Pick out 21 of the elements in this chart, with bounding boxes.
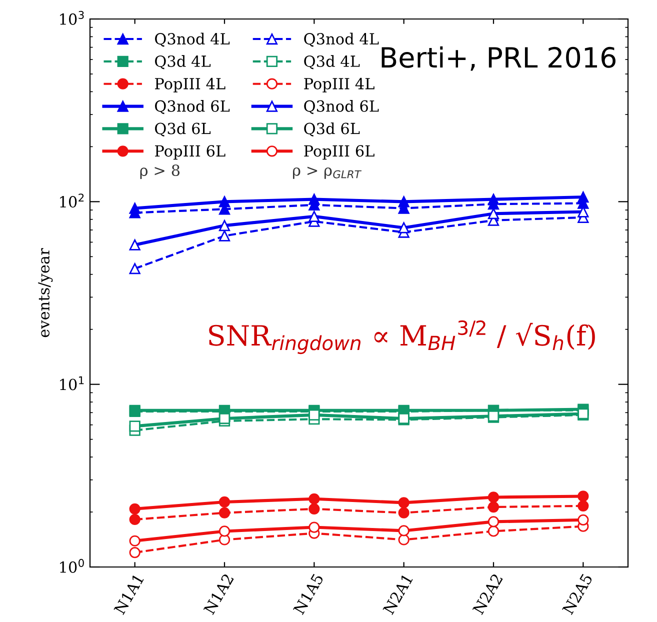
- annotation: SNR$_{ringdown}$ ∝ M$_{BH}$$^{3/2}$ / √S$_{h}$(f): [209, 320, 595, 354]
- legend-label: Q3nod 6L: [304, 100, 379, 114]
- legend-label: Q3d 4L: [155, 55, 211, 70]
- legend-label: PopIII 6L: [304, 145, 374, 160]
- y-tick-label: 10$^{3}$: [60, 10, 84, 25]
- y-tick-label: 10$^{1}$: [60, 376, 84, 390]
- legend-label: Q3nod 4L: [155, 32, 230, 47]
- legend-label: PopIII 4L: [155, 78, 226, 92]
- legend-label: Q3nod 6L: [155, 100, 230, 114]
- legend-label: Q3d 6L: [304, 122, 360, 137]
- y-tick-label: 10$^{2}$: [60, 194, 84, 208]
- legend-label: PopIII 6L: [155, 145, 226, 160]
- annotation: ρ > 8: [140, 164, 180, 180]
- annotation: ρ > ρ$_{GLRT}$: [293, 166, 362, 179]
- y-tick-label: 10$^{0}$: [60, 558, 84, 573]
- legend-label: Q3d 4L: [304, 55, 360, 70]
- legend-label: Q3d 6L: [155, 122, 211, 137]
- legend-label: Q3nod 4L: [304, 32, 379, 47]
- legend-label: PopIII 4L: [304, 78, 374, 92]
- y-axis-title: events/year: [38, 248, 53, 338]
- annotation: Berti+, PRL 2016: [382, 46, 616, 71]
